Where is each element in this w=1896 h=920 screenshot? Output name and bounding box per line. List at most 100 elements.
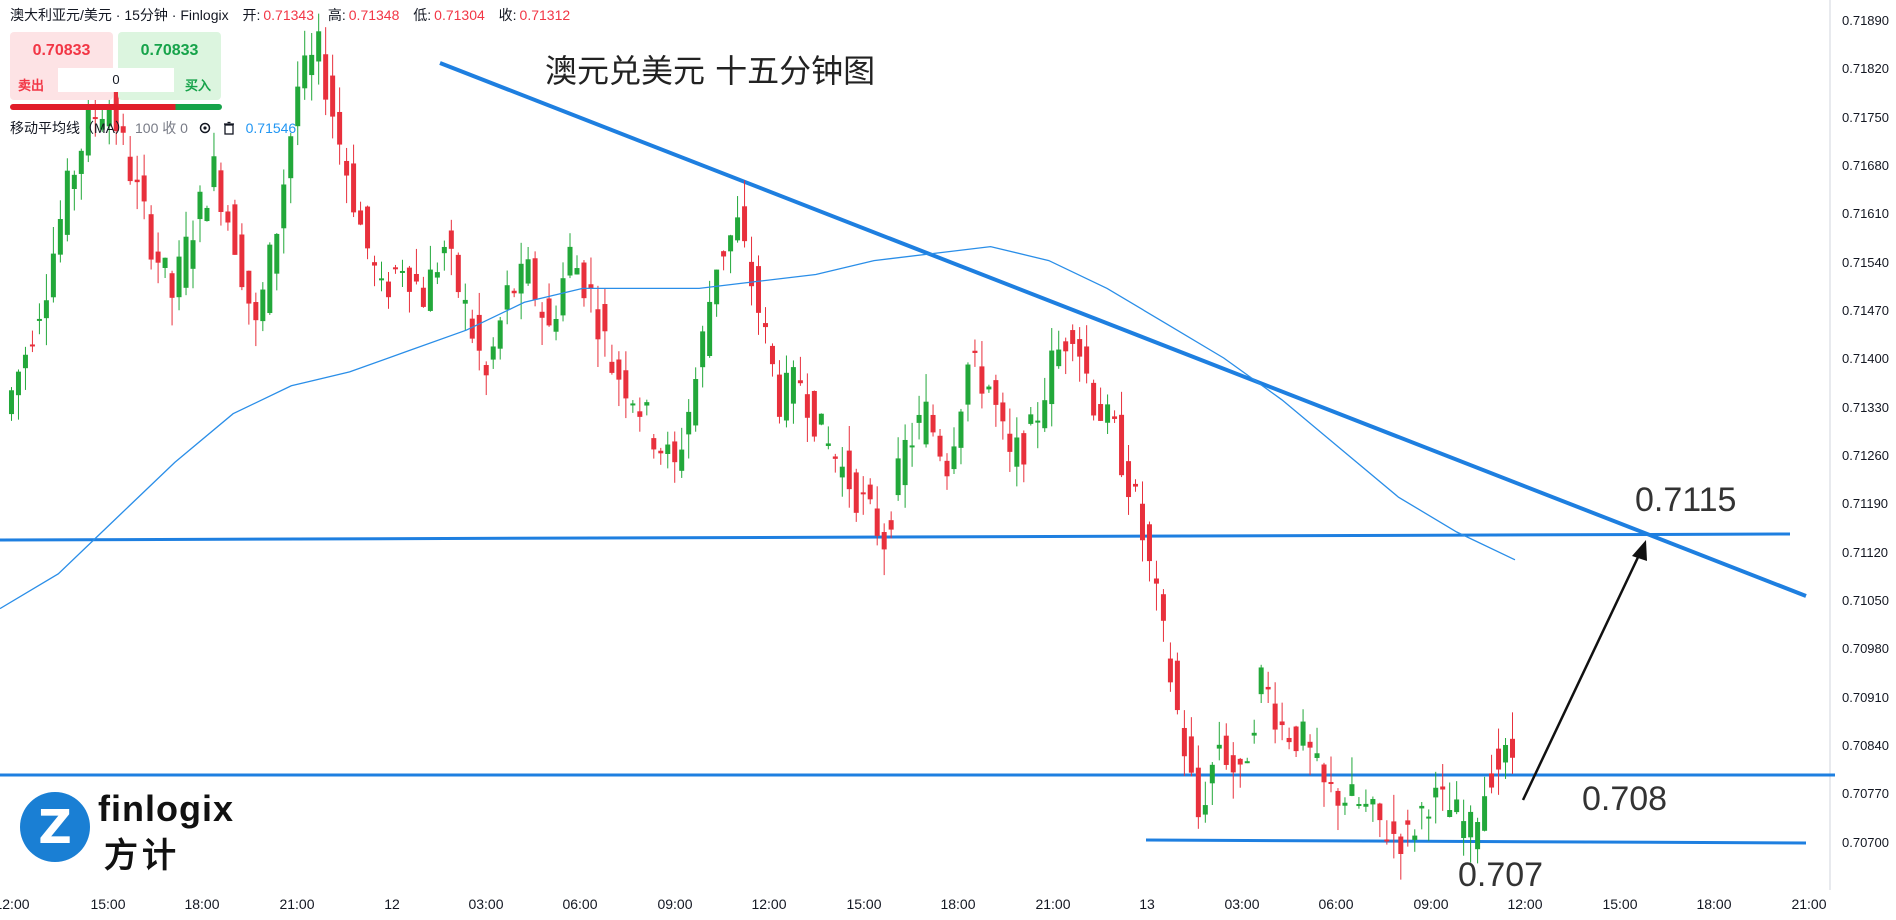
candle-body [316,31,322,62]
candle-body [595,309,601,340]
candle-body [385,281,391,298]
x-tick-label: 09:00 [657,896,692,912]
y-tick-label: 0.71610 [1842,206,1889,221]
candle-body [169,273,175,298]
quantity-input[interactable]: 0 [58,68,174,92]
candle-body [1188,736,1194,773]
x-tick-label: 21:00 [1035,896,1070,912]
open-label: 开: [242,7,261,23]
candle-body [372,262,378,266]
candle-body [1223,735,1229,765]
candle-body [1098,404,1104,421]
candle-body [825,443,831,446]
candle-body [532,258,538,300]
candle-body [1328,782,1334,785]
candle-body [176,256,182,298]
finlogix-logo: Z finlogix 方计 [18,788,248,875]
candle-body [99,118,105,130]
candle-body [1007,433,1013,452]
chart-header: 澳大利亚元/美元 · 15分钟 · Finlogix 开: 0.71343 高: 0… [10,5,570,25]
sell-price: 0.70833 [32,42,91,59]
candle-body [1181,727,1187,757]
candle-body [860,492,866,495]
candle-body [1021,433,1027,465]
candle-body [686,411,692,435]
candle-body [853,472,859,513]
candle-body [804,394,810,418]
candle-body [574,268,580,275]
candle-body [50,253,56,298]
candle-body [560,278,566,316]
candle-body [239,234,245,288]
candle-body [1335,790,1341,806]
candle-body [993,380,999,405]
candle-body [1321,764,1327,783]
candle-body [1035,420,1041,423]
candle-body [274,233,280,274]
candle-body [790,367,796,404]
candle-body [413,273,419,282]
candle-body [832,456,838,459]
candle-body [1209,764,1215,784]
candle-body [162,257,168,268]
candle-body [1160,594,1166,621]
candle-body [225,211,231,223]
candle-body [735,217,741,241]
candle-body [120,126,126,133]
ma-name: 移动平均线（MA） [10,120,129,136]
x-tick-label: 18:00 [184,896,219,912]
candle-body [392,267,398,270]
y-tick-label: 0.70770 [1842,786,1889,801]
candle-body [483,365,489,376]
delete-icon[interactable] [222,121,236,135]
candle-body [609,361,615,373]
candle-body [1091,382,1097,416]
candle-body [1063,341,1069,352]
candle-body [15,371,21,396]
y-tick-label: 0.71330 [1842,400,1889,415]
buy-label: 买入 [184,78,211,93]
candle-body [1447,810,1453,817]
x-tick-label: 21:00 [279,896,314,912]
candle-body [64,170,70,235]
candle-body [742,206,748,242]
chart-title: 澳元兑美元 十五分钟图 [545,52,875,90]
y-tick-label: 0.70980 [1842,641,1889,656]
candle-body [511,290,517,294]
candle-body [1216,744,1222,749]
candle-body [253,302,259,321]
candle-body [1433,787,1439,798]
candle-body [337,111,343,145]
x-tick-label: 15:00 [846,896,881,912]
close-value: 0.71312 [519,7,571,23]
candle-body [951,446,957,470]
level-label: 0.708 [1582,780,1667,818]
x-tick-label: 15:00 [90,896,125,912]
candle-body [630,403,636,406]
candle-body [1454,799,1460,813]
candle-body [288,136,294,179]
candle-body [204,207,210,222]
candle-body [756,266,762,313]
logo-mark-icon: Z [20,792,90,862]
level-label: 0.707 [1458,856,1543,894]
x-tick-label: 12 [384,896,400,912]
logo-chinese-name: 方计 [104,837,180,875]
trade-panel: 0.70833 卖出 0.70833 买入 0 [10,32,222,110]
candle-body [1244,761,1250,764]
candle-body [1126,461,1132,498]
settings-icon[interactable] [198,121,212,135]
y-tick-label: 0.70700 [1842,835,1889,850]
candle-body [434,272,440,278]
y-tick-label: 0.71470 [1842,303,1889,318]
candle-body [183,236,189,288]
x-tick-label: 06:00 [1318,896,1353,912]
candle-body [1426,816,1432,819]
candle-body [330,75,336,117]
candle-body [1377,803,1383,821]
candle-body [358,210,364,225]
candle-body [783,372,789,421]
candle-body [581,262,587,299]
candle-body [1119,414,1125,476]
